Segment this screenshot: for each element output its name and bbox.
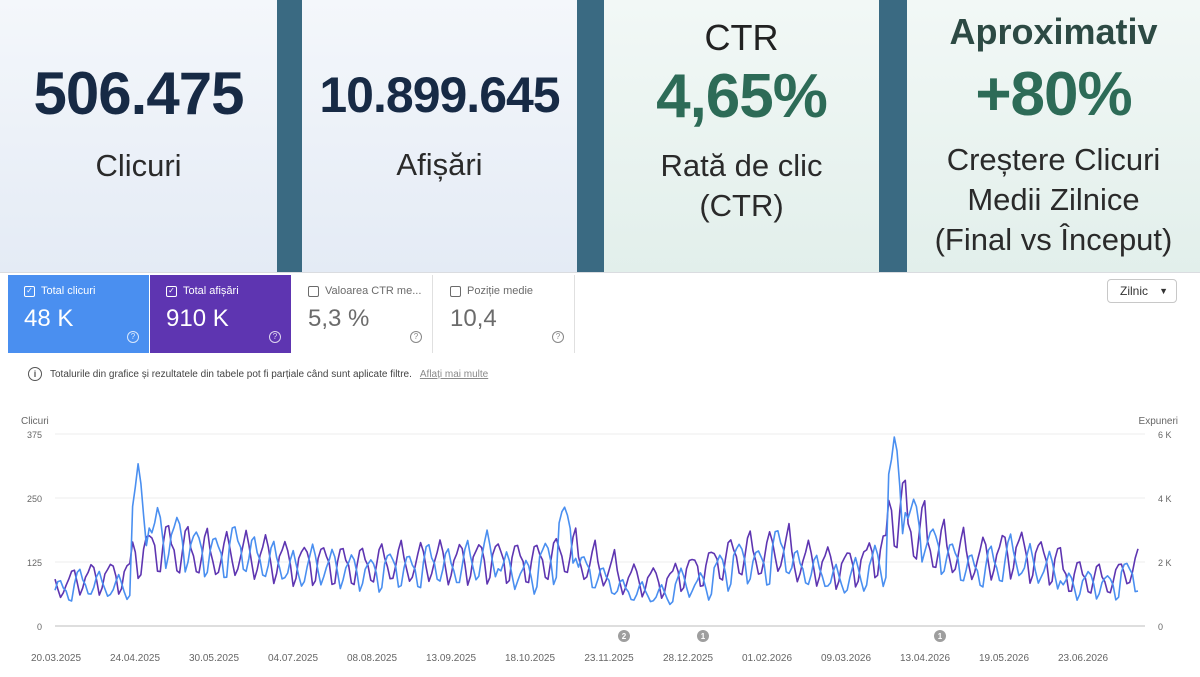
stat-value: +80%: [975, 60, 1132, 129]
annotation-marker: [934, 630, 946, 642]
x-axis-tick: 09.03.2026: [821, 653, 871, 664]
stat-label: Creștere Clicuri: [946, 142, 1161, 177]
help-icon[interactable]: ?: [269, 331, 281, 343]
annotation-marker: [697, 630, 709, 642]
annotation-marker: [618, 630, 630, 642]
stat-label: Medii Zilnice: [967, 182, 1140, 217]
left-axis-tick: 250: [27, 494, 42, 504]
filter-notice: i Totalurile din grafice și rezultatele …: [28, 367, 488, 381]
metric-value: 48 K: [24, 305, 74, 332]
stat-header: CTR: [704, 17, 779, 58]
stat-value: 4,65%: [656, 62, 828, 131]
notice-text: Totalurile din grafice și rezultatele di…: [50, 368, 412, 380]
period-select[interactable]: Zilnic ▼: [1107, 279, 1177, 303]
checkbox-checked-icon[interactable]: ✓: [24, 285, 35, 297]
x-axis-tick: 01.02.2026: [742, 653, 792, 664]
right-axis-tick: 6 K: [1158, 430, 1172, 440]
stat-card-clicks: 506.475 Clicuri: [0, 0, 277, 272]
stat-value: 506.475: [33, 60, 245, 127]
annotation-label: 1: [701, 632, 706, 641]
metric-card-position[interactable]: Poziție medie 10,4 ?: [434, 275, 575, 353]
left-axis-tick: 0: [37, 622, 42, 632]
checkbox-unchecked-icon[interactable]: [308, 285, 319, 297]
stat-header: Aproximativ: [949, 11, 1158, 52]
metric-label: Total clicuri: [41, 285, 96, 297]
performance-panel: ✓ Total clicuri 48 K ? ✓ Total afișări 910…: [0, 272, 1200, 677]
stat-label: Clicuri: [95, 148, 182, 183]
stat-label: Rată de clic: [660, 148, 823, 183]
metric-card-ctr[interactable]: Valoarea CTR me... 5,3 % ?: [292, 275, 433, 353]
x-axis-tick: 19.05.2026: [979, 653, 1029, 664]
metric-value: 910 K: [166, 305, 229, 332]
annotation-label: 2: [622, 632, 627, 641]
stat-value: 10.899.645: [319, 67, 560, 123]
metric-label: Poziție medie: [467, 285, 534, 297]
left-axis-tick: 375: [27, 430, 42, 440]
x-axis-tick: 30.05.2025: [189, 653, 239, 664]
x-axis-tick: 23.11.2025: [584, 653, 634, 664]
x-axis-tick: 24.04.2025: [110, 653, 160, 664]
caret-down-icon: ▼: [1159, 286, 1168, 296]
learn-more-link[interactable]: Aflați mai multe: [419, 368, 489, 380]
stats-banner: 506.475 Clicuri 10.899.645 Afișări CTR 4…: [0, 0, 1200, 272]
stat-card-ctr: CTR 4,65% Rată de clic (CTR): [604, 0, 879, 272]
left-axis-title: Clicuri: [21, 416, 49, 427]
performance-chart: Clicuri Expuneri 375 6 K 250 4 K 125 2 K 0 0 20.03…: [21, 416, 1178, 664]
x-axis-tick: 18.10.2025: [505, 653, 555, 664]
help-icon[interactable]: ?: [552, 331, 564, 343]
metric-value: 5,3 %: [308, 305, 370, 332]
checkbox-unchecked-icon[interactable]: [450, 285, 461, 297]
x-axis-tick: 13.04.2026: [900, 653, 950, 664]
x-axis-tick: 23.06.2026: [1058, 653, 1108, 664]
stat-card-impressions: 10.899.645 Afișări: [302, 0, 577, 272]
x-axis-tick: 13.09.2025: [426, 653, 476, 664]
x-axis-tick: 08.08.2025: [347, 653, 397, 664]
help-icon[interactable]: ?: [410, 331, 422, 343]
period-select-label: Zilnic: [1120, 284, 1149, 298]
x-axis-tick: 28.12.2025: [663, 653, 713, 664]
right-axis-tick: 0: [1158, 622, 1163, 632]
x-axis-tick: 20.03.2025: [31, 653, 81, 664]
stat-label: Afișări: [396, 147, 483, 182]
series-line-clicks: [54, 436, 1139, 606]
help-icon[interactable]: ?: [127, 331, 139, 343]
metric-label: Valoarea CTR me...: [325, 285, 422, 297]
info-icon: i: [28, 367, 42, 381]
x-axis-tick: 04.07.2025: [268, 653, 318, 664]
stat-card-growth: Aproximativ +80% Creștere Clicuri Medii …: [907, 0, 1200, 272]
right-axis-tick: 2 K: [1158, 558, 1172, 568]
metric-label: Total afișări: [183, 285, 239, 297]
right-axis-title: Expuneri: [1139, 416, 1178, 427]
stat-label: (Final vs Început): [934, 222, 1173, 257]
left-axis-tick: 125: [27, 558, 42, 568]
metric-value: 10,4: [450, 305, 497, 332]
metric-card-total-impressions[interactable]: ✓ Total afișări 910 K ?: [150, 275, 291, 353]
stat-label: (CTR): [699, 188, 784, 223]
annotation-label: 1: [938, 632, 943, 641]
metric-card-total-clicks[interactable]: ✓ Total clicuri 48 K ?: [8, 275, 149, 353]
checkbox-checked-icon[interactable]: ✓: [166, 285, 177, 297]
right-axis-tick: 4 K: [1158, 494, 1172, 504]
